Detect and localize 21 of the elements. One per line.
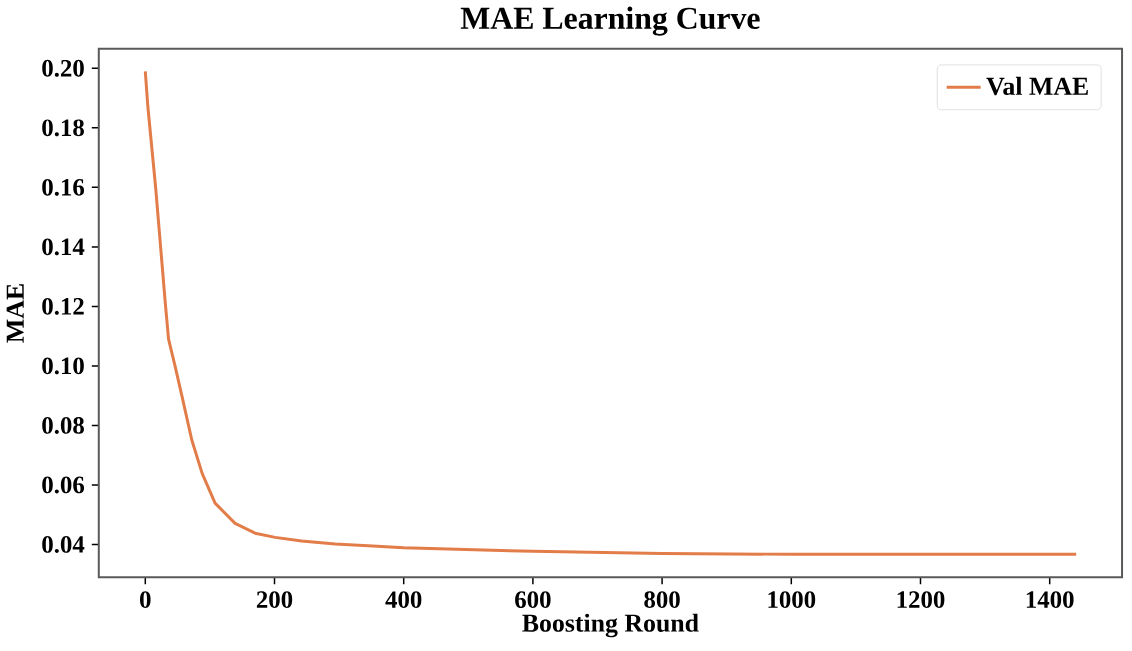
chart-title: MAE Learning Curve (460, 6, 760, 36)
x-tick-label: 1400 (1026, 591, 1074, 608)
y-tick-label: 0.10 (42, 357, 84, 375)
y-tick-label: 0.20 (42, 59, 84, 77)
x-axis-title: Boosting Round (522, 613, 699, 638)
x-tick-label: 1200 (897, 591, 945, 608)
x-tick-label: 600 (515, 591, 551, 608)
y-tick-label: 0.16 (42, 178, 85, 196)
x-tick-label: 400 (385, 591, 422, 608)
x-tick-label: 800 (644, 591, 680, 608)
y-tick-label: 0.18 (42, 119, 84, 137)
x-tick-label: 0 (140, 591, 151, 608)
y-tick-label: 0.14 (42, 238, 85, 256)
x-tick-label: 1000 (768, 591, 816, 608)
y-tick-label: 0.08 (42, 417, 84, 434)
y-tick-label: 0.12 (42, 297, 84, 315)
y-tick-label: 0.04 (42, 536, 85, 553)
y-tick-label: 0.06 (42, 476, 85, 494)
x-tick-label: 200 (256, 591, 293, 608)
y-axis-title: MAE (6, 284, 24, 343)
legend-label: Val MAE (986, 76, 1088, 96)
